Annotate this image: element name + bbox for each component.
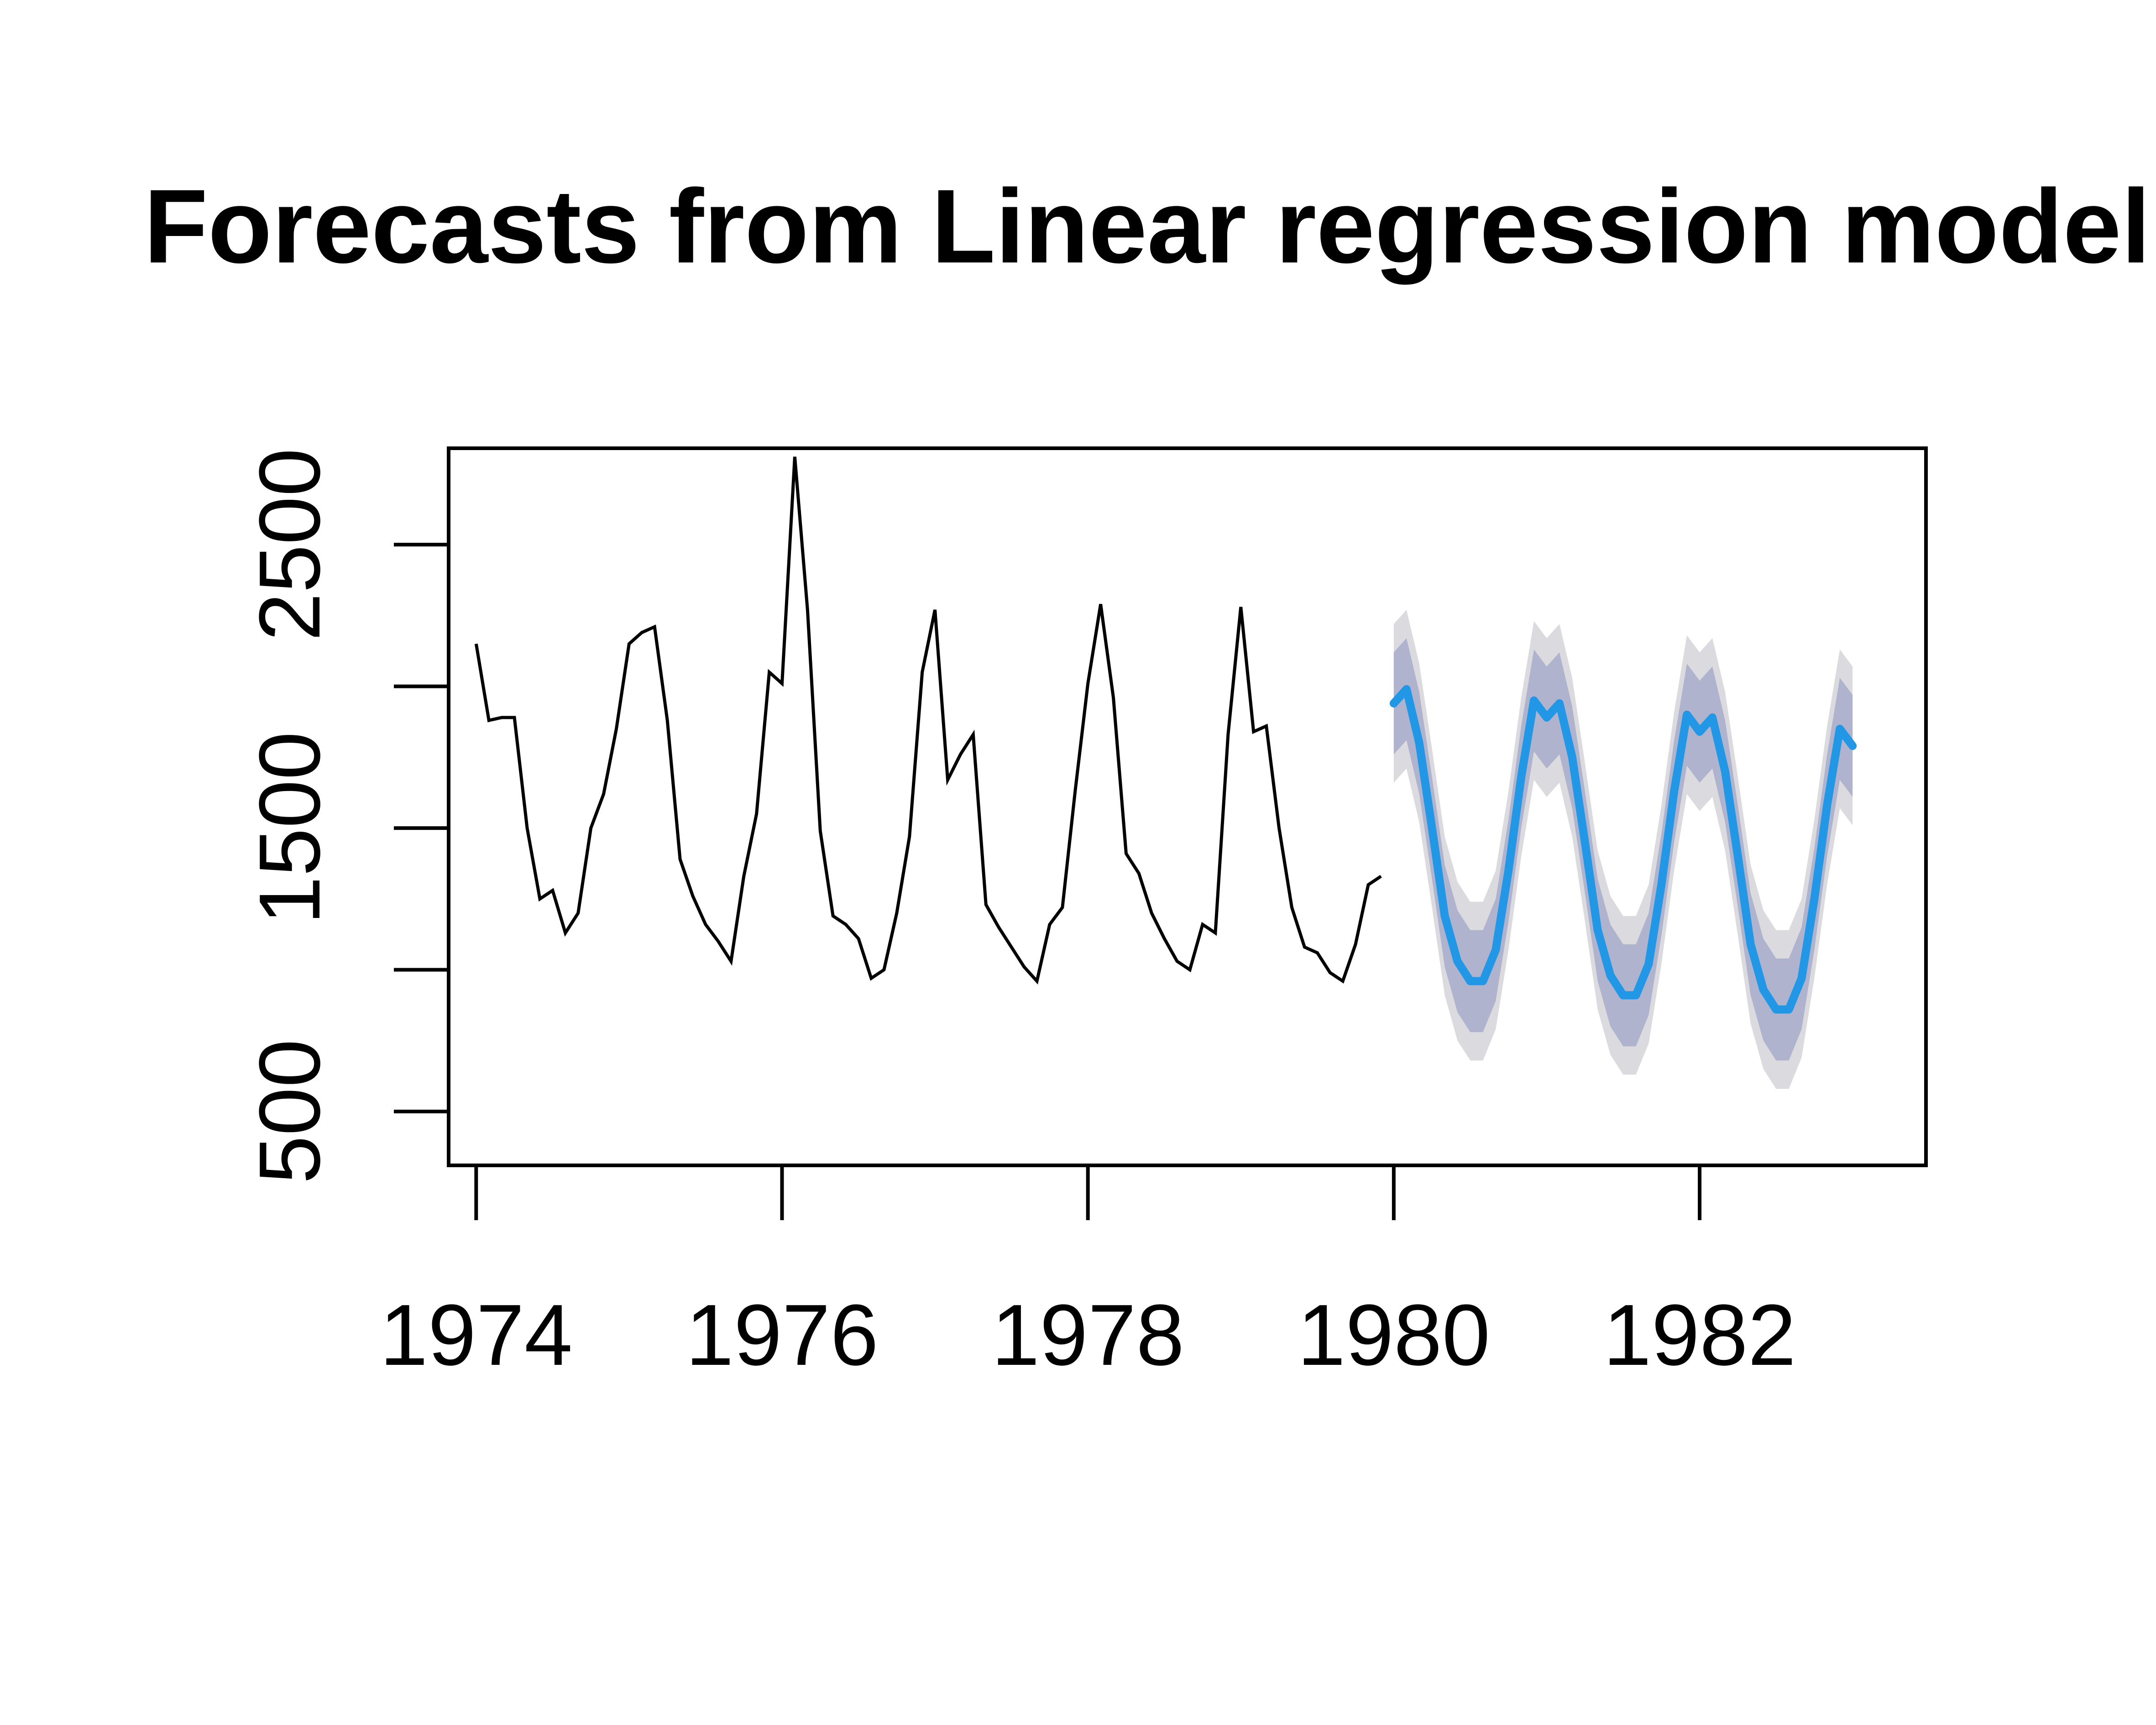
x-tick-label: 1974 (380, 1287, 573, 1384)
x-tick-label: 1978 (991, 1287, 1184, 1384)
x-tick-label: 1976 (686, 1287, 879, 1384)
plot-frame (447, 446, 1928, 1167)
y-tick-label: 500 (241, 1039, 338, 1184)
forecast-line (1389, 685, 1857, 1014)
series-layer (474, 456, 1857, 1014)
axes: 1974 1976 1978 1980 1982 500 1500 2500 (241, 446, 1928, 1384)
forecast-bands (1393, 609, 1853, 1089)
chart-title: Forecasts from Linear regression model (144, 168, 2151, 285)
x-tick-label: 1980 (1298, 1287, 1491, 1384)
y-tick-label: 2500 (241, 448, 338, 641)
history-line (474, 456, 1382, 985)
y-tick-label: 1500 (241, 732, 338, 925)
band-80 (1393, 638, 1853, 1061)
x-tick-label: 1982 (1603, 1287, 1796, 1384)
